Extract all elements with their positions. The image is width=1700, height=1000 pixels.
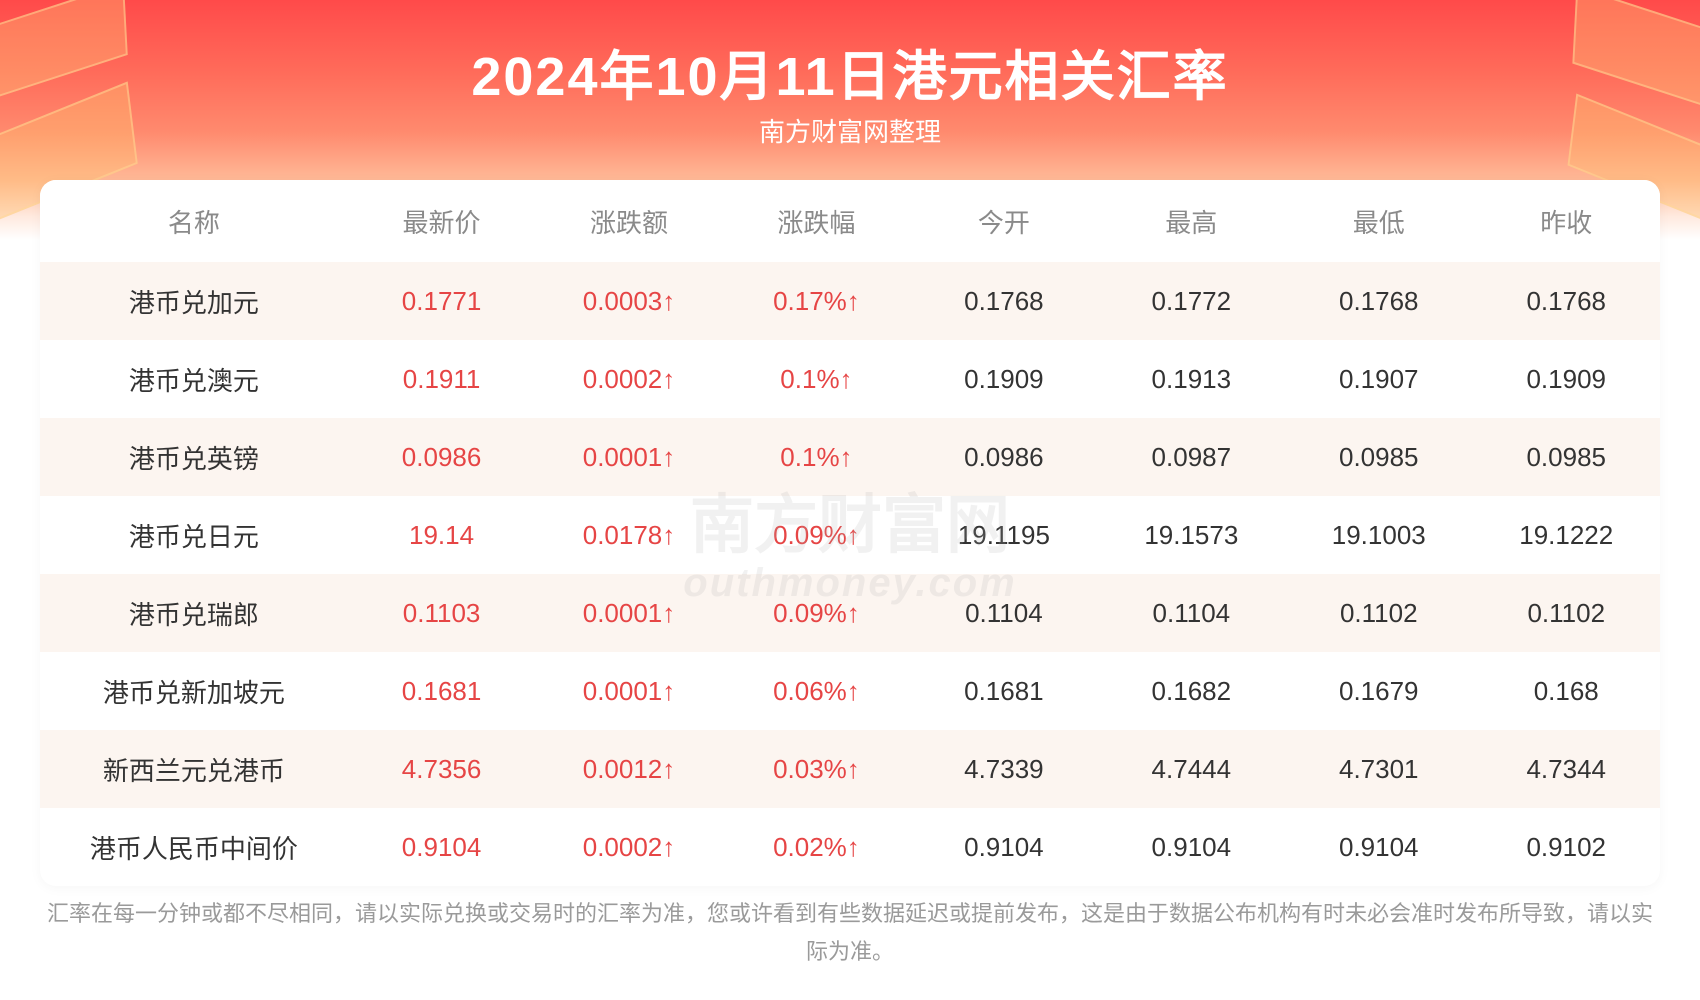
table-row: 港币兑瑞郎0.11030.0001↑0.09%↑0.11040.11040.11… [40, 574, 1660, 652]
col-header-high: 最高 [1098, 180, 1285, 262]
cell-change: 0.0001↑ [535, 418, 722, 496]
cell-name: 港币兑加元 [40, 262, 348, 340]
table-row: 港币兑新加坡元0.16810.0001↑0.06%↑0.16810.16820.… [40, 652, 1660, 730]
cell-low: 19.1003 [1285, 496, 1472, 574]
table-row: 新西兰元兑港币4.73560.0012↑0.03%↑4.73394.74444.… [40, 730, 1660, 808]
cell-latest: 0.1681 [348, 652, 535, 730]
col-header-change: 涨跌额 [535, 180, 722, 262]
cell-change: 0.0001↑ [535, 652, 722, 730]
cell-prev: 0.1768 [1472, 262, 1660, 340]
cell-pct: 0.03%↑ [723, 730, 910, 808]
cell-low: 0.1907 [1285, 340, 1472, 418]
page-subtitle: 南方财富网整理 [0, 112, 1700, 149]
cell-prev: 0.168 [1472, 652, 1660, 730]
cell-name: 港币人民币中间价 [40, 808, 348, 886]
cell-change: 0.0002↑ [535, 340, 722, 418]
cell-name: 新西兰元兑港币 [40, 730, 348, 808]
cell-pct: 0.09%↑ [723, 574, 910, 652]
cell-latest: 0.1103 [348, 574, 535, 652]
cell-low: 0.1679 [1285, 652, 1472, 730]
cell-open: 0.1768 [910, 262, 1097, 340]
cell-latest: 0.0986 [348, 418, 535, 496]
cell-prev: 0.1909 [1472, 340, 1660, 418]
cell-high: 0.1913 [1098, 340, 1285, 418]
cell-prev: 0.0985 [1472, 418, 1660, 496]
cell-high: 0.1682 [1098, 652, 1285, 730]
table-header-row: 名称 最新价 涨跌额 涨跌幅 今开 最高 最低 昨收 [40, 180, 1660, 262]
cell-low: 0.1768 [1285, 262, 1472, 340]
page-title: 2024年10月11日港元相关汇率 [0, 32, 1700, 111]
table-row: 港币兑加元0.17710.0003↑0.17%↑0.17680.17720.17… [40, 262, 1660, 340]
cell-high: 0.0987 [1098, 418, 1285, 496]
table-row: 港币兑英镑0.09860.0001↑0.1%↑0.09860.09870.098… [40, 418, 1660, 496]
cell-open: 0.9104 [910, 808, 1097, 886]
cell-latest: 0.1911 [348, 340, 535, 418]
cell-open: 0.0986 [910, 418, 1097, 496]
col-header-name: 名称 [40, 180, 348, 262]
cell-open: 0.1104 [910, 574, 1097, 652]
col-header-prev: 昨收 [1472, 180, 1660, 262]
table-row: 港币兑澳元0.19110.0002↑0.1%↑0.19090.19130.190… [40, 340, 1660, 418]
cell-open: 4.7339 [910, 730, 1097, 808]
cell-change: 0.0178↑ [535, 496, 722, 574]
cell-prev: 0.9102 [1472, 808, 1660, 886]
cell-low: 4.7301 [1285, 730, 1472, 808]
cell-pct: 0.1%↑ [723, 340, 910, 418]
rates-table-container: 名称 最新价 涨跌额 涨跌幅 今开 最高 最低 昨收 港币兑加元0.17710.… [40, 180, 1660, 886]
table-row: 港币人民币中间价0.91040.0002↑0.02%↑0.91040.91040… [40, 808, 1660, 886]
cell-pct: 0.1%↑ [723, 418, 910, 496]
cell-prev: 0.1102 [1472, 574, 1660, 652]
cell-pct: 0.09%↑ [723, 496, 910, 574]
table-row: 港币兑日元19.140.0178↑0.09%↑19.119519.157319.… [40, 496, 1660, 574]
cell-high: 0.1772 [1098, 262, 1285, 340]
col-header-pct: 涨跌幅 [723, 180, 910, 262]
cell-name: 港币兑英镑 [40, 418, 348, 496]
cell-pct: 0.02%↑ [723, 808, 910, 886]
rates-table: 名称 最新价 涨跌额 涨跌幅 今开 最高 最低 昨收 港币兑加元0.17710.… [40, 180, 1660, 886]
cell-high: 0.9104 [1098, 808, 1285, 886]
cell-name: 港币兑新加坡元 [40, 652, 348, 730]
cell-change: 0.0002↑ [535, 808, 722, 886]
cell-name: 港币兑瑞郎 [40, 574, 348, 652]
cell-latest: 19.14 [348, 496, 535, 574]
cell-low: 0.0985 [1285, 418, 1472, 496]
cell-latest: 0.1771 [348, 262, 535, 340]
cell-pct: 0.06%↑ [723, 652, 910, 730]
cell-name: 港币兑澳元 [40, 340, 348, 418]
cell-low: 0.9104 [1285, 808, 1472, 886]
cell-latest: 4.7356 [348, 730, 535, 808]
cell-high: 19.1573 [1098, 496, 1285, 574]
col-header-latest: 最新价 [348, 180, 535, 262]
cell-high: 4.7444 [1098, 730, 1285, 808]
cell-high: 0.1104 [1098, 574, 1285, 652]
cell-open: 0.1681 [910, 652, 1097, 730]
cell-open: 0.1909 [910, 340, 1097, 418]
cell-pct: 0.17%↑ [723, 262, 910, 340]
cell-name: 港币兑日元 [40, 496, 348, 574]
col-header-low: 最低 [1285, 180, 1472, 262]
cell-latest: 0.9104 [348, 808, 535, 886]
cell-low: 0.1102 [1285, 574, 1472, 652]
cell-prev: 4.7344 [1472, 730, 1660, 808]
cell-change: 0.0003↑ [535, 262, 722, 340]
disclaimer-text: 汇率在每一分钟或都不尽相同，请以实际兑换或交易时的汇率为准，您或许看到有些数据延… [40, 895, 1660, 970]
cell-change: 0.0012↑ [535, 730, 722, 808]
col-header-open: 今开 [910, 180, 1097, 262]
cell-prev: 19.1222 [1472, 496, 1660, 574]
cell-open: 19.1195 [910, 496, 1097, 574]
cell-change: 0.0001↑ [535, 574, 722, 652]
